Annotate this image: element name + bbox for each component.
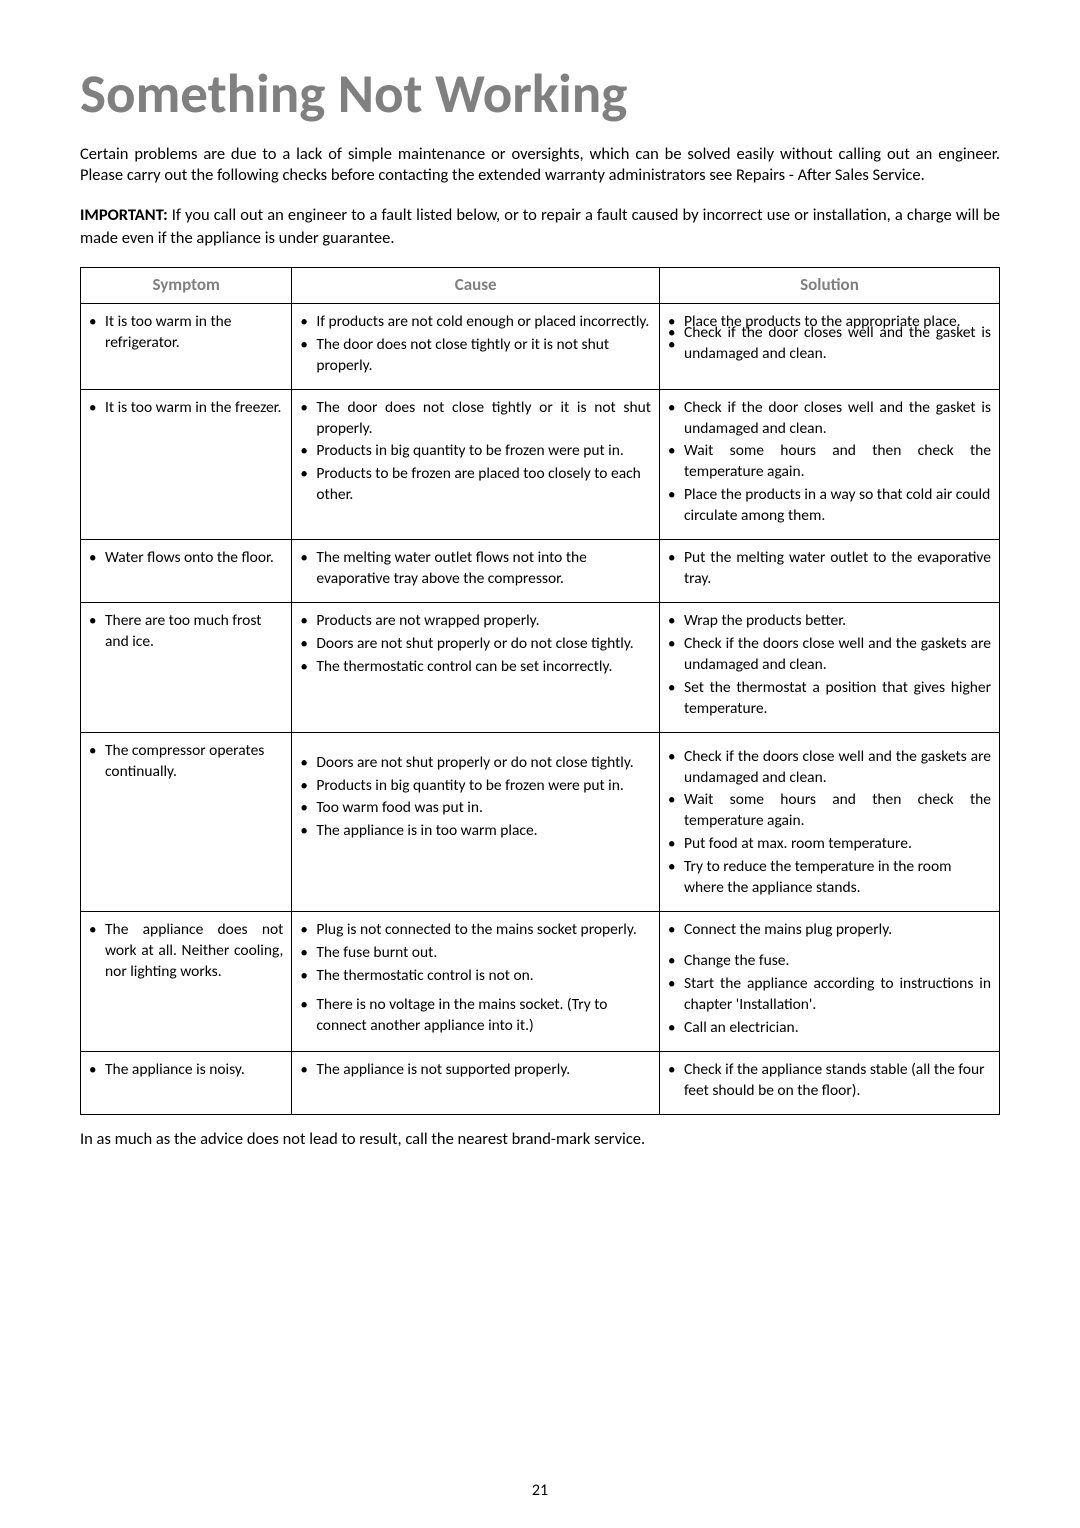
cause-text: Doors are not shut properly or do not cl… [300,753,651,774]
table-row: The appliance is noisy. The appliance is… [81,1051,1000,1114]
cause-text: The thermostatic control can be set inco… [300,657,651,678]
solution-text: Set the thermostat a position that gives… [668,678,991,720]
cause-text: Products are not wrapped properly. [300,611,651,632]
solution-text: Start the appliance according to instruc… [668,974,991,1016]
cause-text: Products in big quantity to be frozen we… [300,441,651,462]
header-cause: Cause [292,267,660,303]
solution-text: Check if the appliance stands stable (al… [668,1060,991,1102]
table-header-row: Symptom Cause Solution [81,267,1000,303]
header-solution: Solution [659,267,999,303]
solution-text: Check if the doors close well and the ga… [668,747,991,789]
solution-text: Try to reduce the temperature in the roo… [668,857,991,899]
cause-text: Doors are not shut properly or do not cl… [300,634,651,655]
solution-text: Call an electrician. [668,1018,991,1039]
cause-text: The appliance is in too warm place. [300,821,651,842]
header-symptom: Symptom [81,267,292,303]
page-number: 21 [0,1481,1080,1500]
important-text: If you call out an engineer to a fault l… [80,205,1000,247]
solution-text: Wait some hours and then check the tempe… [668,790,991,832]
cause-text: If products are not cold enough or place… [300,312,651,333]
cause-text: The appliance is not supported properly. [300,1060,651,1081]
symptom-text: There are too much frost and ice. [89,611,283,653]
cause-text: The melting water outlet flows not into … [300,548,651,590]
cause-text: Too warm food was put in. [300,798,651,819]
symptom-text: It is too warm in the freezer. [89,398,283,419]
table-row: The compressor operates continually. Doo… [81,732,1000,911]
solution-text: Put the melting water outlet to the evap… [668,548,991,590]
solution-text: Check if the door closes well and the ga… [668,323,991,365]
cause-text: The door does not close tightly or it is… [300,398,651,440]
cause-text: There is no voltage in the mains socket.… [300,995,651,1037]
table-row: Water flows onto the floor. The melting … [81,540,1000,603]
table-row: The appliance does not work at all. Neit… [81,912,1000,1052]
solution-text: Place the products in a way so that cold… [668,485,991,527]
table-row: There are too much frost and ice. Produc… [81,602,1000,732]
solution-text: Wrap the products better. [668,611,991,632]
symptom-text: The appliance does not work at all. Neit… [89,920,283,983]
solution-text: Check if the doors close well and the ga… [668,634,991,676]
cause-text: Products to be frozen are placed too clo… [300,464,651,506]
solution-text: Change the fuse. [668,951,991,972]
table-row: It is too warm in the refrigerator. If p… [81,303,1000,389]
table-row: It is too warm in the freezer. The door … [81,389,1000,540]
intro-paragraph: Certain problems are due to a lack of si… [80,144,1000,187]
symptom-text: The appliance is noisy. [89,1060,283,1081]
cause-text: Plug is not connected to the mains socke… [300,920,651,941]
symptom-text: It is too warm in the refrigerator. [89,312,283,354]
cause-text: The door does not close tightly or it is… [300,335,651,377]
footnote-text: In as much as the advice does not lead t… [80,1129,1000,1149]
solution-text: Wait some hours and then check the tempe… [668,441,991,483]
page-title: Something Not Working [80,60,1000,127]
troubleshooting-table: Symptom Cause Solution It is too warm in… [80,267,1000,1115]
cause-text: The fuse burnt out. [300,943,651,964]
solution-text: Check if the door closes well and the ga… [668,398,991,440]
cause-text: The thermostatic control is not on. [300,966,651,987]
solution-text: Connect the mains plug properly. [668,920,991,941]
cause-text: Products in big quantity to be frozen we… [300,776,651,797]
solution-text: Put food at max. room temperature. [668,834,991,855]
symptom-text: Water flows onto the floor. [89,548,283,569]
important-paragraph: IMPORTANT: If you call out an engineer t… [80,204,1000,249]
important-label: IMPORTANT: [80,205,168,225]
symptom-text: The compressor operates continually. [89,741,283,783]
